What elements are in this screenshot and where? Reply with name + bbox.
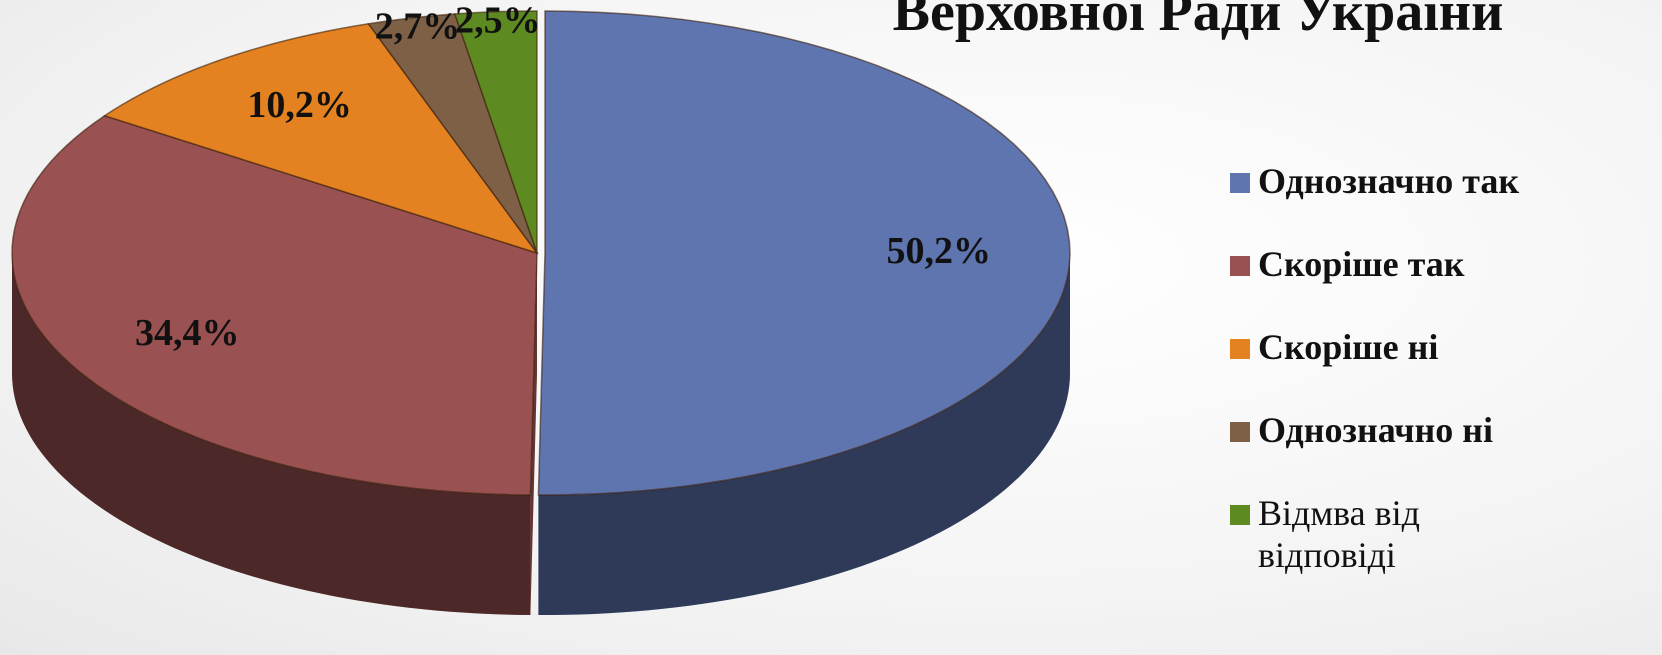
- pie-sides: [12, 253, 1070, 615]
- legend-swatch: [1230, 173, 1250, 193]
- legend-item: Однозначно ні: [1230, 409, 1585, 492]
- slice: [537, 10, 1071, 496]
- legend-swatch: [1230, 422, 1250, 442]
- slice: [102, 22, 539, 255]
- legend-item: Відмва від відповіді: [1230, 492, 1585, 575]
- legend: Однозначно так Скоріше так Скоріше ні Одноз…: [1230, 160, 1585, 575]
- legend-item: Однозначно так: [1230, 160, 1585, 243]
- data-label: 10,2%: [247, 84, 352, 126]
- data-label: 50,2%: [886, 230, 991, 272]
- legend-item: Скоріше ні: [1230, 326, 1585, 409]
- legend-swatch: [1230, 339, 1250, 359]
- data-label: 2,7%: [375, 6, 461, 48]
- legend-label: Однозначно ні: [1258, 410, 1494, 450]
- data-label: 2,5%: [455, 0, 541, 42]
- slice-cut: [530, 253, 537, 615]
- pie-tops: [11, 10, 1071, 496]
- legend-label: Відмва від відповіді: [1258, 493, 1420, 575]
- slice: [453, 10, 538, 254]
- slice-cut-shade: [530, 253, 537, 615]
- legend-item: Скоріше так: [1230, 243, 1585, 326]
- slice-side-shade: [538, 253, 1070, 615]
- chart-title: Верховної Ради України: [893, 0, 1504, 43]
- legend-label: Скоріше так: [1258, 244, 1465, 284]
- legend-label: Однозначно так: [1258, 161, 1520, 201]
- legend-label: Скоріше ні: [1258, 327, 1439, 367]
- data-label: 34,4%: [135, 312, 240, 354]
- legend-swatch: [1230, 256, 1250, 276]
- legend-swatch: [1230, 505, 1250, 525]
- slice: [367, 13, 538, 254]
- slice: [11, 114, 538, 496]
- slice-side-shade: [12, 253, 531, 615]
